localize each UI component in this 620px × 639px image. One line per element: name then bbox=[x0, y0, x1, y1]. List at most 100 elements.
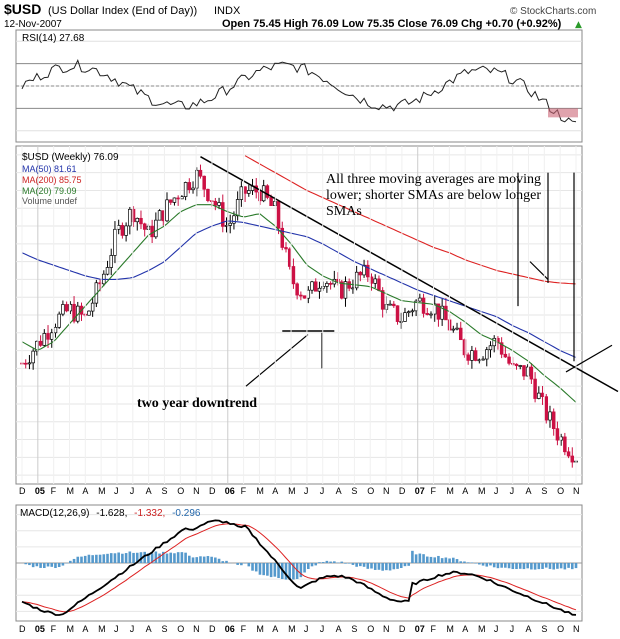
candle-body bbox=[176, 197, 180, 200]
candle-body bbox=[142, 223, 147, 230]
x-axis-label: J bbox=[510, 486, 514, 496]
macd-value-3: -0.296 bbox=[172, 508, 201, 519]
candle-body bbox=[325, 283, 329, 287]
candle-body bbox=[154, 219, 158, 238]
macd-histogram-bar bbox=[87, 554, 91, 563]
candle-body bbox=[120, 225, 125, 236]
candle-body bbox=[522, 365, 526, 377]
x-axis-label: F bbox=[431, 486, 437, 496]
macd-histogram-bar bbox=[318, 562, 321, 563]
macd-histogram-bar bbox=[221, 561, 225, 563]
candle-body bbox=[206, 188, 210, 201]
macd-histogram-bar bbox=[504, 563, 507, 568]
macd-histogram-bar bbox=[515, 563, 518, 570]
x-axis-label: A bbox=[146, 624, 152, 634]
candle-body bbox=[31, 350, 35, 364]
macd-histogram-bar bbox=[113, 553, 117, 563]
x-axis-label: S bbox=[351, 624, 357, 634]
candle-body bbox=[276, 201, 281, 229]
macd-histogram-bar bbox=[511, 563, 515, 570]
x-axis-label: O bbox=[177, 624, 184, 634]
macd-histogram-bar bbox=[132, 552, 135, 563]
macd-histogram-bar bbox=[154, 551, 158, 563]
x-axis-label: J bbox=[130, 624, 135, 634]
candle-body bbox=[228, 222, 232, 226]
x-axis-label: A bbox=[272, 486, 278, 496]
x-axis-label: A bbox=[82, 486, 88, 496]
candle-body bbox=[340, 281, 344, 299]
candle-body bbox=[395, 305, 400, 322]
candle-body bbox=[455, 327, 459, 330]
candle-body bbox=[109, 255, 113, 268]
macd-histogram-bar bbox=[169, 552, 173, 563]
macd-histogram-bar bbox=[109, 553, 113, 563]
exchange-label: INDX bbox=[214, 5, 241, 17]
macd-histogram-bar bbox=[344, 563, 347, 564]
candle-body bbox=[366, 264, 370, 278]
candle-body bbox=[310, 281, 314, 291]
candle-body bbox=[425, 313, 430, 315]
candle-body bbox=[247, 190, 251, 194]
macd-histogram-bar bbox=[184, 552, 187, 563]
macd-histogram-bar bbox=[176, 552, 180, 563]
price-layer bbox=[16, 154, 619, 476]
macd-histogram-bar bbox=[188, 555, 191, 563]
candle-body bbox=[269, 197, 273, 206]
candle-body bbox=[563, 436, 567, 453]
x-axis-label: J bbox=[320, 486, 325, 496]
macd-histogram-bar bbox=[54, 563, 57, 569]
macd-histogram-bar bbox=[273, 563, 277, 577]
candle-body bbox=[548, 411, 552, 421]
up-arrow-icon: ▲ bbox=[575, 20, 582, 30]
x-axis-label: J bbox=[320, 624, 325, 634]
candle-body bbox=[46, 333, 50, 340]
macd-histogram-bar bbox=[381, 563, 384, 571]
candle-body bbox=[470, 350, 474, 361]
x-axis-label: O bbox=[367, 486, 374, 496]
x-axis-label: M bbox=[66, 486, 74, 496]
macd-histogram-bar bbox=[478, 563, 481, 565]
macd-histogram-bar bbox=[485, 563, 489, 567]
candle-body bbox=[380, 290, 385, 310]
candle-body bbox=[61, 304, 65, 315]
x-axis-label: A bbox=[146, 486, 152, 496]
macd-histogram-bar bbox=[292, 563, 295, 580]
x-axis-label: J bbox=[130, 486, 135, 496]
candle-body bbox=[373, 278, 377, 284]
macd-histogram-bar bbox=[574, 563, 578, 569]
macd-histogram-bar bbox=[563, 563, 567, 570]
macd-histogram-bar bbox=[83, 555, 87, 563]
macd-histogram-bar bbox=[403, 563, 407, 567]
macd-histogram-bar bbox=[414, 554, 418, 563]
annotation-line-3: SMAs bbox=[326, 204, 362, 219]
macd-histogram-bar bbox=[388, 563, 392, 571]
macd-histogram-bar bbox=[135, 552, 139, 563]
x-axis-label: F bbox=[241, 486, 247, 496]
annotation-arrow bbox=[565, 344, 613, 373]
macd-histogram-bar bbox=[500, 563, 503, 568]
macd-histogram-bar bbox=[124, 553, 128, 563]
macd-histogram-bar bbox=[340, 561, 344, 563]
x-axis-label: M bbox=[256, 486, 264, 496]
macd-histogram-bar bbox=[444, 557, 448, 563]
x-axis-label: 07 bbox=[415, 624, 425, 634]
watermark: © StockCharts.com bbox=[510, 6, 596, 17]
candle-body bbox=[27, 362, 32, 365]
chart-date: 12-Nov-2007 bbox=[4, 19, 62, 30]
candle-body bbox=[124, 225, 128, 236]
candle-body bbox=[217, 202, 221, 206]
macd-histogram-bar bbox=[541, 563, 544, 569]
candle-body bbox=[232, 215, 236, 224]
candle-body bbox=[139, 217, 143, 225]
candle-body bbox=[458, 327, 463, 341]
candle-body bbox=[440, 305, 444, 320]
candle-body bbox=[68, 303, 73, 312]
macd-histogram-bar bbox=[217, 558, 221, 563]
macd-histogram-bar bbox=[266, 563, 269, 576]
macd-histogram-bar bbox=[492, 563, 496, 568]
candle-body bbox=[551, 411, 556, 430]
x-axis-label: M bbox=[446, 486, 454, 496]
candle-body bbox=[90, 302, 95, 312]
macd-histogram-bar bbox=[236, 563, 239, 565]
